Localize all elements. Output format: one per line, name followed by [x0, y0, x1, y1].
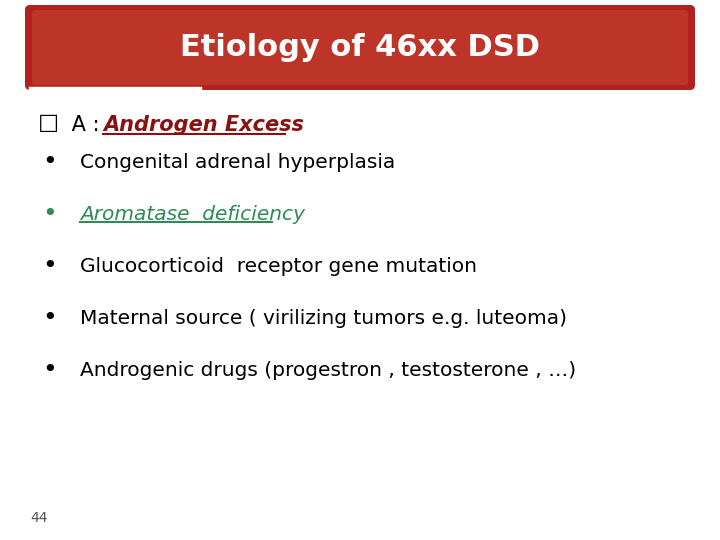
- Text: •: •: [42, 306, 57, 330]
- Text: •: •: [42, 202, 57, 226]
- FancyBboxPatch shape: [32, 10, 688, 85]
- Text: Aromatase  deficiency: Aromatase deficiency: [80, 205, 305, 224]
- Text: Androgen Excess: Androgen Excess: [103, 115, 304, 135]
- Text: •: •: [42, 358, 57, 382]
- Text: 44: 44: [30, 511, 48, 525]
- Text: ☐: ☐: [38, 113, 59, 137]
- Text: A :: A :: [65, 115, 106, 135]
- Text: Androgenic drugs (progestron , testosterone , …): Androgenic drugs (progestron , testoster…: [80, 361, 576, 380]
- FancyBboxPatch shape: [25, 5, 695, 90]
- Text: Etiology of 46xx DSD: Etiology of 46xx DSD: [180, 33, 540, 63]
- Text: Congenital adrenal hyperplasia: Congenital adrenal hyperplasia: [80, 152, 395, 172]
- Text: •: •: [42, 254, 57, 278]
- Text: Glucocorticoid  receptor gene mutation: Glucocorticoid receptor gene mutation: [80, 256, 477, 275]
- Text: Maternal source ( virilizing tumors e.g. luteoma): Maternal source ( virilizing tumors e.g.…: [80, 308, 567, 327]
- Text: •: •: [42, 150, 57, 174]
